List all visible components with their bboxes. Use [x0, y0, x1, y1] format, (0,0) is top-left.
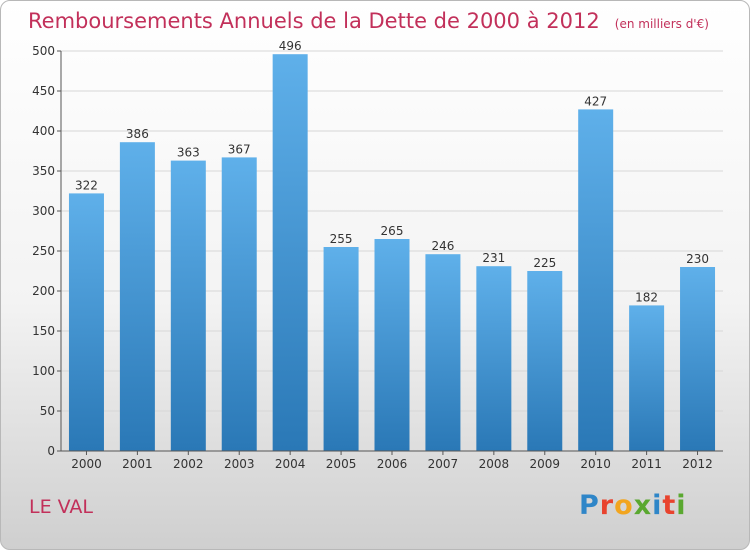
- commune-name: LE VAL: [29, 496, 93, 518]
- value-label-2006: 265: [381, 224, 404, 238]
- y-tick-label: 400: [32, 124, 55, 138]
- x-tick-label-2008: 2008: [479, 457, 510, 471]
- logo-letter: i: [676, 490, 687, 521]
- value-label-2010: 427: [584, 94, 607, 108]
- logo-letter: i: [652, 490, 663, 521]
- bars: [68, 54, 716, 452]
- y-tick-label: 250: [32, 244, 55, 258]
- bar-2005: [323, 247, 359, 451]
- chart-title-main: Remboursements Annuels de la Dette de 20…: [28, 9, 600, 33]
- x-tick-label-2000: 2000: [71, 457, 102, 471]
- y-tick-label: 150: [32, 324, 55, 338]
- x-tick-label-2009: 2009: [529, 457, 560, 471]
- value-label-2005: 255: [330, 232, 353, 246]
- x-tick-label-2010: 2010: [580, 457, 611, 471]
- bar-2009: [527, 271, 563, 451]
- value-label-2001: 386: [126, 127, 149, 141]
- x-tick-label-2011: 2011: [631, 457, 662, 471]
- logo-letter: x: [633, 490, 653, 521]
- x-tick-label-2003: 2003: [224, 457, 255, 471]
- value-label-2000: 322: [75, 178, 98, 192]
- x-tick-label-2012: 2012: [682, 457, 713, 471]
- y-tick-label: 300: [32, 204, 55, 218]
- y-tick-label: 450: [32, 84, 55, 98]
- bar-2002: [170, 160, 206, 451]
- logo-letter: P: [579, 490, 600, 521]
- x-tick-label-2005: 2005: [326, 457, 357, 471]
- proxiti-logo: Proxiti: [579, 490, 687, 521]
- x-axis-ticks: 2000 2001 2002 2003 2004 2005 2006 2007 2008 2009…: [71, 451, 713, 471]
- bar-2010: [578, 109, 614, 452]
- bar-2007: [425, 254, 461, 451]
- value-label-2007: 246: [431, 239, 454, 253]
- bar-2004: [272, 54, 308, 451]
- chart-title: Remboursements Annuels de la Dette de 20…: [28, 9, 709, 33]
- logo-letter: t: [662, 490, 677, 521]
- x-tick-label-2006: 2006: [377, 457, 408, 471]
- y-tick-label: 100: [32, 364, 55, 378]
- value-label-2004: 496: [279, 39, 302, 53]
- bar-2003: [221, 157, 257, 451]
- bar-2008: [476, 266, 512, 451]
- value-label-2003: 367: [228, 142, 251, 156]
- bar-2012: [680, 267, 716, 451]
- value-label-2008: 231: [482, 251, 505, 265]
- value-label-2009: 225: [533, 256, 556, 270]
- logo-letter: r: [599, 490, 615, 521]
- y-tick-label: 50: [40, 404, 55, 418]
- value-label-2012: 230: [686, 252, 709, 266]
- x-tick-label-2007: 2007: [428, 457, 459, 471]
- bar-2000: [68, 193, 104, 451]
- x-tick-label-2001: 2001: [122, 457, 153, 471]
- value-label-2011: 182: [635, 290, 658, 304]
- bar-2011: [629, 305, 665, 451]
- value-label-2002: 363: [177, 146, 200, 160]
- y-tick-label: 200: [32, 284, 55, 298]
- value-labels: 322 386 363 367 496 255 265 246 231 225 427 182 230: [75, 39, 709, 304]
- y-tick-label: 500: [32, 44, 55, 58]
- x-tick-label-2002: 2002: [173, 457, 204, 471]
- x-tick-label-2004: 2004: [275, 457, 306, 471]
- bar-2001: [119, 142, 155, 451]
- y-tick-label: 350: [32, 164, 55, 178]
- y-axis-ticks: 0 50 100 150 200 250 300 350 400 450 500: [32, 44, 61, 458]
- logo-letter: o: [614, 490, 634, 521]
- bar-2006: [374, 239, 410, 451]
- chart-subtitle: (en milliers d'€): [614, 17, 709, 31]
- y-tick-label: 0: [47, 444, 55, 458]
